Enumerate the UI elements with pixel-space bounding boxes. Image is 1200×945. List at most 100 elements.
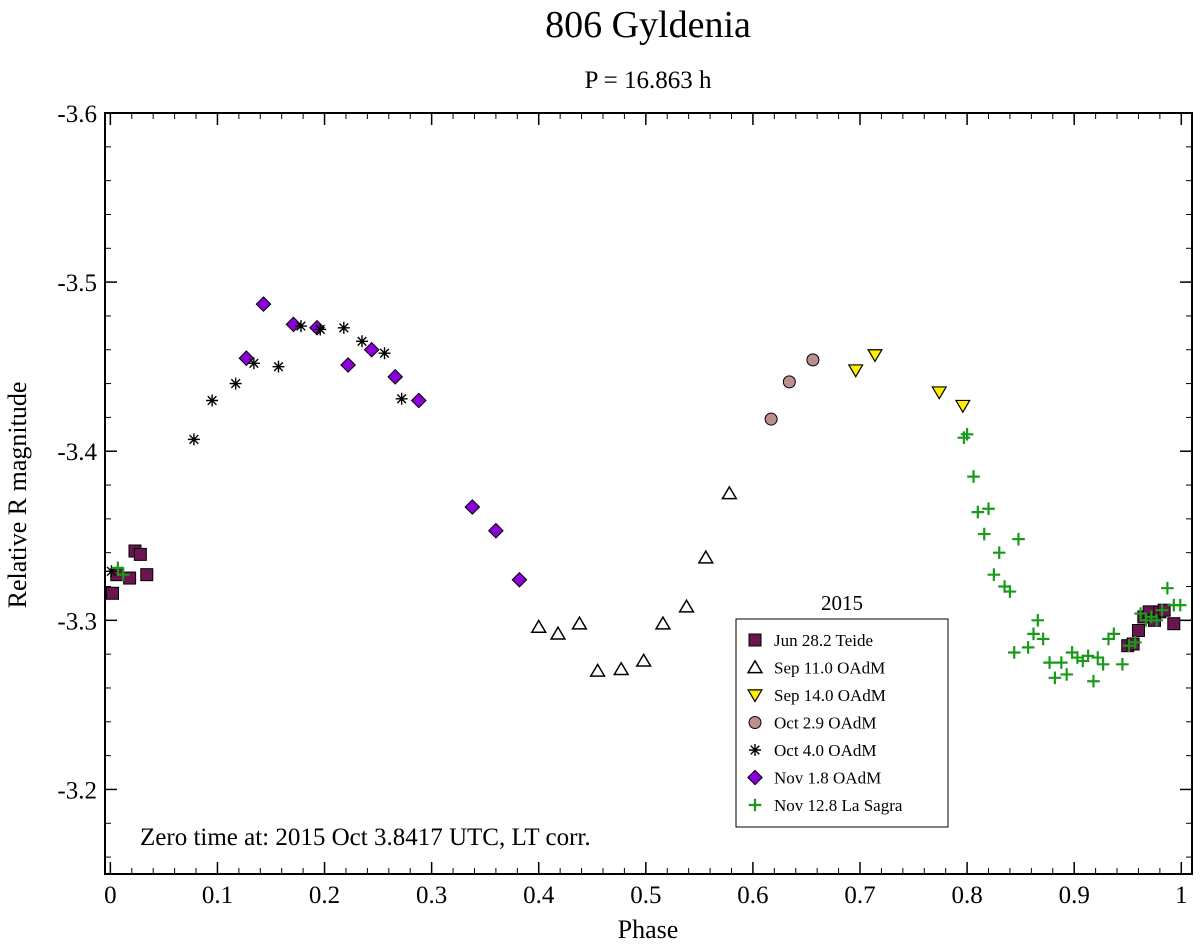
x-tick-label: 0: [104, 882, 117, 909]
x-tick-label: 0.7: [844, 882, 875, 909]
legend-marker-asterisk: [749, 744, 761, 756]
data-point-plus: [1060, 668, 1073, 681]
chart-title: 806 Gyldenia: [545, 4, 751, 46]
data-point-triangle-down: [867, 349, 883, 363]
x-tick-label: 0.3: [416, 882, 447, 909]
data-point-asterisk: [378, 347, 391, 360]
x-tick-label: 0.4: [523, 882, 555, 909]
data-point-plus: [1134, 607, 1147, 620]
data-point-diamond: [238, 350, 255, 367]
data-point-plus: [1048, 671, 1062, 685]
data-point-asterisk: [247, 357, 260, 370]
data-point-plus: [1055, 656, 1068, 669]
chart-subtitle: P = 16.863 h: [584, 67, 712, 94]
data-point-plus: [1043, 656, 1056, 669]
data-point-circle: [764, 412, 778, 426]
data-point-asterisk: [229, 377, 242, 390]
data-point-asterisk: [314, 323, 327, 336]
data-point-asterisk: [105, 565, 118, 578]
data-point-triangle-up: [571, 615, 588, 630]
data-point-plus: [1116, 658, 1129, 671]
data-point-plus: [1031, 614, 1045, 627]
data-point-diamond: [511, 571, 528, 588]
data-point-asterisk: [395, 392, 408, 405]
legend: 2015 Jun 28.2 Teide Sep 11.0 OAdM Sep 14.0…: [735, 591, 949, 828]
data-point-square: [105, 586, 119, 600]
legend-box: [735, 618, 949, 828]
data-markers: [105, 296, 1187, 688]
data-point-plus: [1036, 632, 1050, 646]
data-point-square: [140, 568, 154, 582]
data-point-plus: [977, 527, 991, 541]
x-tick-label: 0.1: [202, 882, 233, 909]
series-triangle-up: [530, 485, 738, 677]
y-tick-label: -3.5: [57, 270, 97, 297]
data-point-plus: [987, 568, 1001, 581]
data-point-triangle-up: [721, 485, 738, 500]
legend-marker-diamond: [747, 769, 763, 786]
data-point-diamond: [340, 357, 357, 373]
data-point-square: [1131, 623, 1145, 637]
x-tick-label: 0.6: [737, 882, 768, 909]
data-point-square: [1167, 617, 1181, 631]
legend-marker-triangle-down: [747, 689, 763, 703]
legend-item-label: Jun 28.2 Teide: [774, 631, 873, 650]
x-tick-label: 0.8: [951, 882, 982, 909]
data-point-plus: [1107, 627, 1121, 641]
data-point-asterisk: [206, 394, 219, 407]
data-point-diamond: [255, 296, 272, 313]
data-point-plus: [111, 561, 125, 575]
series-plus: [111, 428, 1187, 688]
axis-ticks: 0 0.1 0.2 0.3 0.4 0.5 0.6 0.7 0.8 0.9 1 -3.6 -3.5 -3.…: [57, 101, 1192, 909]
data-point-asterisk: [294, 320, 307, 333]
data-point-triangle-up: [589, 662, 606, 677]
x-tick-label: 0.2: [309, 882, 340, 909]
data-point-plus: [1128, 636, 1142, 649]
data-point-plus: [1122, 639, 1136, 652]
data-point-triangle-up: [530, 619, 547, 633]
data-point-asterisk: [356, 335, 369, 348]
series-square: [105, 544, 1181, 653]
y-tick-label: -3.3: [57, 608, 97, 635]
data-point-plus: [982, 502, 995, 516]
data-point-plus: [1150, 614, 1163, 627]
data-point-triangle-up: [612, 661, 630, 676]
data-point-plus: [1027, 627, 1040, 641]
data-point-asterisk: [272, 360, 285, 373]
legend-item-label: Oct 2.9 OAdM: [774, 714, 876, 733]
data-point-diamond: [285, 316, 302, 333]
data-point-plus: [967, 470, 980, 483]
legend-marker-square: [748, 633, 762, 647]
legend-item-label: Nov 1.8 OAdM: [774, 769, 881, 788]
data-point-asterisk: [187, 433, 200, 446]
legend-item-label: Nov 12.8 La Sagra: [774, 796, 903, 815]
plot-area: [104, 112, 1193, 875]
data-point-plus: [992, 546, 1006, 559]
data-point-circle: [782, 375, 796, 389]
legend-title: 2015: [821, 591, 863, 615]
legend-item-label: Sep 11.0 OAdM: [774, 659, 885, 678]
x-tick-label: 0.5: [630, 882, 661, 909]
series-asterisk: [105, 320, 408, 578]
data-point-diamond: [363, 341, 380, 358]
zero-time-annotation: Zero time at: 2015 Oct 3.8417 UTC, LT co…: [140, 824, 591, 851]
data-point-diamond: [464, 499, 481, 515]
y-tick-label: -3.4: [57, 439, 97, 466]
data-point-square: [133, 547, 147, 561]
y-tick-label: -3.2: [57, 777, 97, 804]
data-point-plus: [116, 568, 130, 581]
data-point-diamond: [487, 522, 504, 539]
data-point-diamond: [387, 368, 404, 385]
series-circle: [764, 353, 820, 426]
data-point-plus: [1161, 581, 1174, 595]
data-point-plus: [1173, 598, 1187, 612]
y-tick-label: -3.6: [57, 101, 97, 128]
y-axis-label: Relative R magnitude: [3, 382, 32, 609]
data-point-plus: [1021, 641, 1035, 654]
data-point-plus: [1091, 651, 1105, 664]
data-point-circle: [806, 353, 820, 367]
data-point-plus: [1081, 649, 1095, 663]
series-diamond: [238, 296, 528, 588]
data-point-plus: [1012, 532, 1025, 546]
